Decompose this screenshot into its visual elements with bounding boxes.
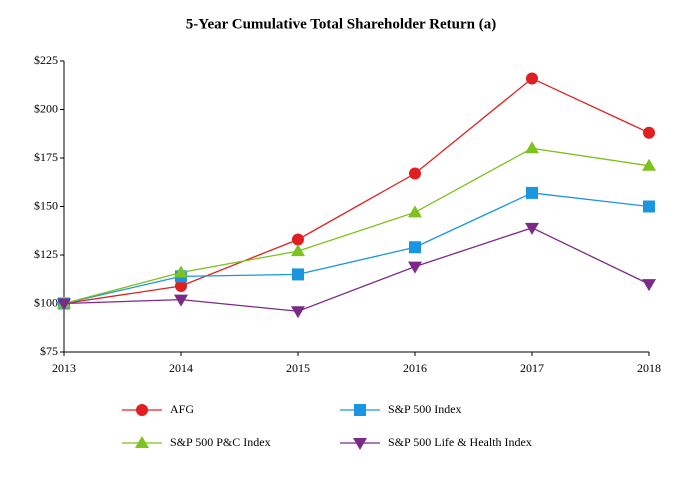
data-point xyxy=(292,233,304,246)
data-point xyxy=(643,126,655,139)
legend-label: S&P 500 Index xyxy=(388,402,462,416)
data-point xyxy=(174,265,188,278)
legend-marker xyxy=(354,404,366,416)
y-tick-label: $150 xyxy=(34,198,58,212)
y-tick-label: $75 xyxy=(40,344,58,358)
y-tick-label: $225 xyxy=(34,53,58,67)
data-point xyxy=(291,244,305,257)
legend-label: S&P 500 Life & Health Index xyxy=(388,435,532,449)
x-tick-label: 2018 xyxy=(637,361,661,375)
series-line xyxy=(63,227,650,312)
legend-marker xyxy=(135,436,149,448)
legend-marker xyxy=(136,404,148,416)
legend-marker xyxy=(353,438,367,450)
y-tick-label: $100 xyxy=(34,295,58,309)
x-tick-label: 2014 xyxy=(169,361,193,375)
x-tick-label: 2015 xyxy=(286,361,310,375)
legend-label: S&P 500 P&C Index xyxy=(170,435,271,449)
data-point xyxy=(292,268,304,281)
data-point xyxy=(643,200,655,213)
data-point xyxy=(526,72,538,85)
y-tick-label: $175 xyxy=(34,150,58,164)
data-point xyxy=(525,141,539,154)
series-line xyxy=(63,77,650,305)
series-line xyxy=(63,192,650,305)
y-tick-label: $125 xyxy=(34,247,58,261)
data-point xyxy=(525,222,539,235)
data-point xyxy=(526,186,538,199)
data-point xyxy=(642,158,656,171)
data-point xyxy=(642,279,656,292)
y-tick-label: $200 xyxy=(34,101,58,115)
series-line xyxy=(63,147,650,305)
x-tick-label: 2016 xyxy=(403,361,427,375)
x-tick-label: 2017 xyxy=(520,361,544,375)
data-point xyxy=(408,261,422,274)
chart-title: 5-Year Cumulative Total Shareholder Retu… xyxy=(186,16,496,32)
data-point xyxy=(57,298,71,311)
data-point xyxy=(409,241,421,254)
data-point xyxy=(409,167,421,180)
legend-label: AFG xyxy=(170,402,194,416)
data-point xyxy=(408,205,422,218)
data-point xyxy=(174,294,188,307)
data-point xyxy=(291,306,305,319)
data-point xyxy=(175,280,187,293)
x-tick-label: 2013 xyxy=(52,361,76,375)
